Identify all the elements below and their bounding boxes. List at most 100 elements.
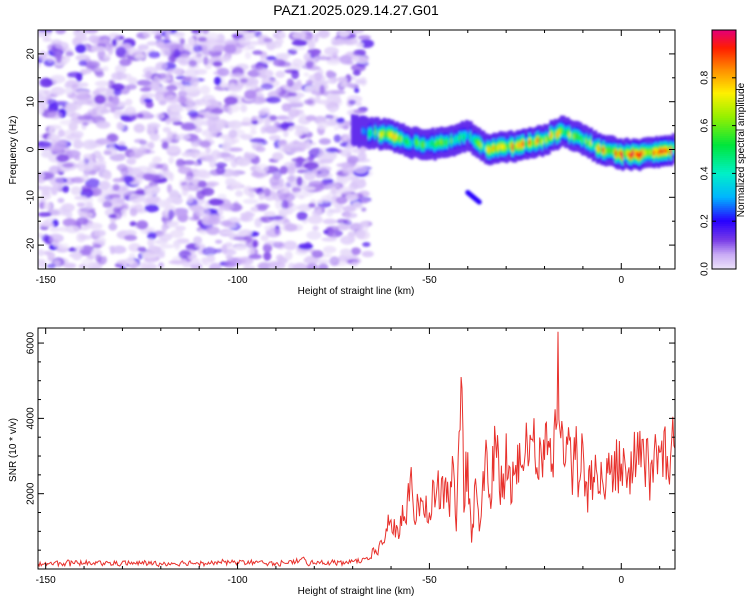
noise-cell [264,225,272,231]
noise-cell [207,216,221,226]
ridge-cell [612,149,617,155]
noise-cell [147,141,155,150]
colorbar-cell [712,83,736,87]
noise-cell [209,130,217,138]
noise-cell [174,133,191,140]
noise-cell [165,118,172,125]
noise-cell [75,44,87,54]
noise-cell [222,249,237,256]
noise-cell [136,79,152,86]
noise-cell [144,187,158,196]
noise-cell [180,122,197,131]
noise-cell [146,41,159,46]
noise-cell [343,212,358,219]
colorbar-cell [712,47,736,51]
spectrogram-x-axis: -150 -100 -50 0 [36,30,661,286]
ridge-cell [507,143,511,149]
noise-cell [357,35,371,40]
noise-cell [124,234,138,241]
ridge-cell [583,137,587,143]
noise-cell [303,256,319,265]
noise-cell [169,229,184,239]
ridge-cell [465,132,469,138]
noise-cell [48,233,64,243]
colorbar-cell [712,105,736,109]
colorbar-tick-label: 0.2 [700,214,711,228]
noise-cell [219,55,232,63]
noise-cell [251,96,267,105]
noise-cell [353,109,367,114]
ridge-cell [399,136,403,142]
noise-cell [62,185,70,193]
noise-cell [116,121,124,131]
noise-cell [336,223,350,231]
noise-cell [47,111,63,120]
noise-cell [233,245,248,251]
ridge-cell [629,153,634,158]
colorbar-tick-label: 0.6 [700,118,711,132]
colorbar-cell [712,119,736,123]
noise-cell [177,166,193,175]
noise-cell [49,135,59,140]
noise-cell [38,31,52,38]
noise-cell [136,220,149,230]
noise-cell [42,37,52,42]
colorbar-cell [712,95,736,99]
ridge-cell [469,134,473,139]
noise-cell [71,251,83,261]
noise-cell [240,134,253,140]
noise-cell [78,211,94,219]
noise-cell [103,150,112,155]
ridge-cell [488,147,492,153]
noise-cell [96,163,107,170]
noise-cell [336,37,342,45]
ridge-cell [494,145,498,151]
noise-cell [227,120,243,129]
ridge-cell [602,147,606,153]
colorbar-cell [712,213,736,216]
noise-cell [113,88,122,96]
ridge-cell [570,133,574,139]
ridge-cell [454,137,458,143]
noise-cell [329,256,340,267]
noise-cell [278,208,290,217]
ridge-cell [418,141,422,147]
noise-cell [48,165,61,175]
noise-cell [257,204,268,212]
noise-cell [70,186,82,196]
noise-cell [312,225,319,231]
noise-cell [247,45,256,50]
ridge-cell [479,143,484,148]
ridge-cell [515,143,520,148]
noise-cell [113,206,120,213]
snr-series-line [38,331,675,568]
noise-cell [147,245,162,255]
colorbar-cell [712,101,736,105]
ridge-cell [619,151,623,156]
colorbar-cell [712,107,736,111]
ridge-cell [534,139,539,145]
noise-cell [359,178,366,184]
noise-cell [112,183,120,191]
noise-cell [175,158,185,166]
ridge-cell [517,143,522,148]
ridge-cell [433,142,437,148]
ridge-cell [598,145,602,151]
noise-cell [252,50,263,55]
noise-cell [159,244,175,249]
noise-cell [197,180,207,188]
noise-cell [242,117,251,123]
colorbar-cell [712,201,736,204]
noise-cell [355,101,362,107]
noise-cell [286,78,294,87]
ridge-cell [562,128,566,134]
colorbar-cell [712,209,736,212]
noise-cell [325,70,334,78]
noise-cell [80,207,96,213]
snr-y-label: SNR (10 * v/v) [8,418,19,482]
colorbar-cell [712,165,736,169]
noise-cell [225,177,236,183]
noise-cell [240,212,255,218]
noise-cell [215,239,223,244]
noise-cell [41,234,50,242]
